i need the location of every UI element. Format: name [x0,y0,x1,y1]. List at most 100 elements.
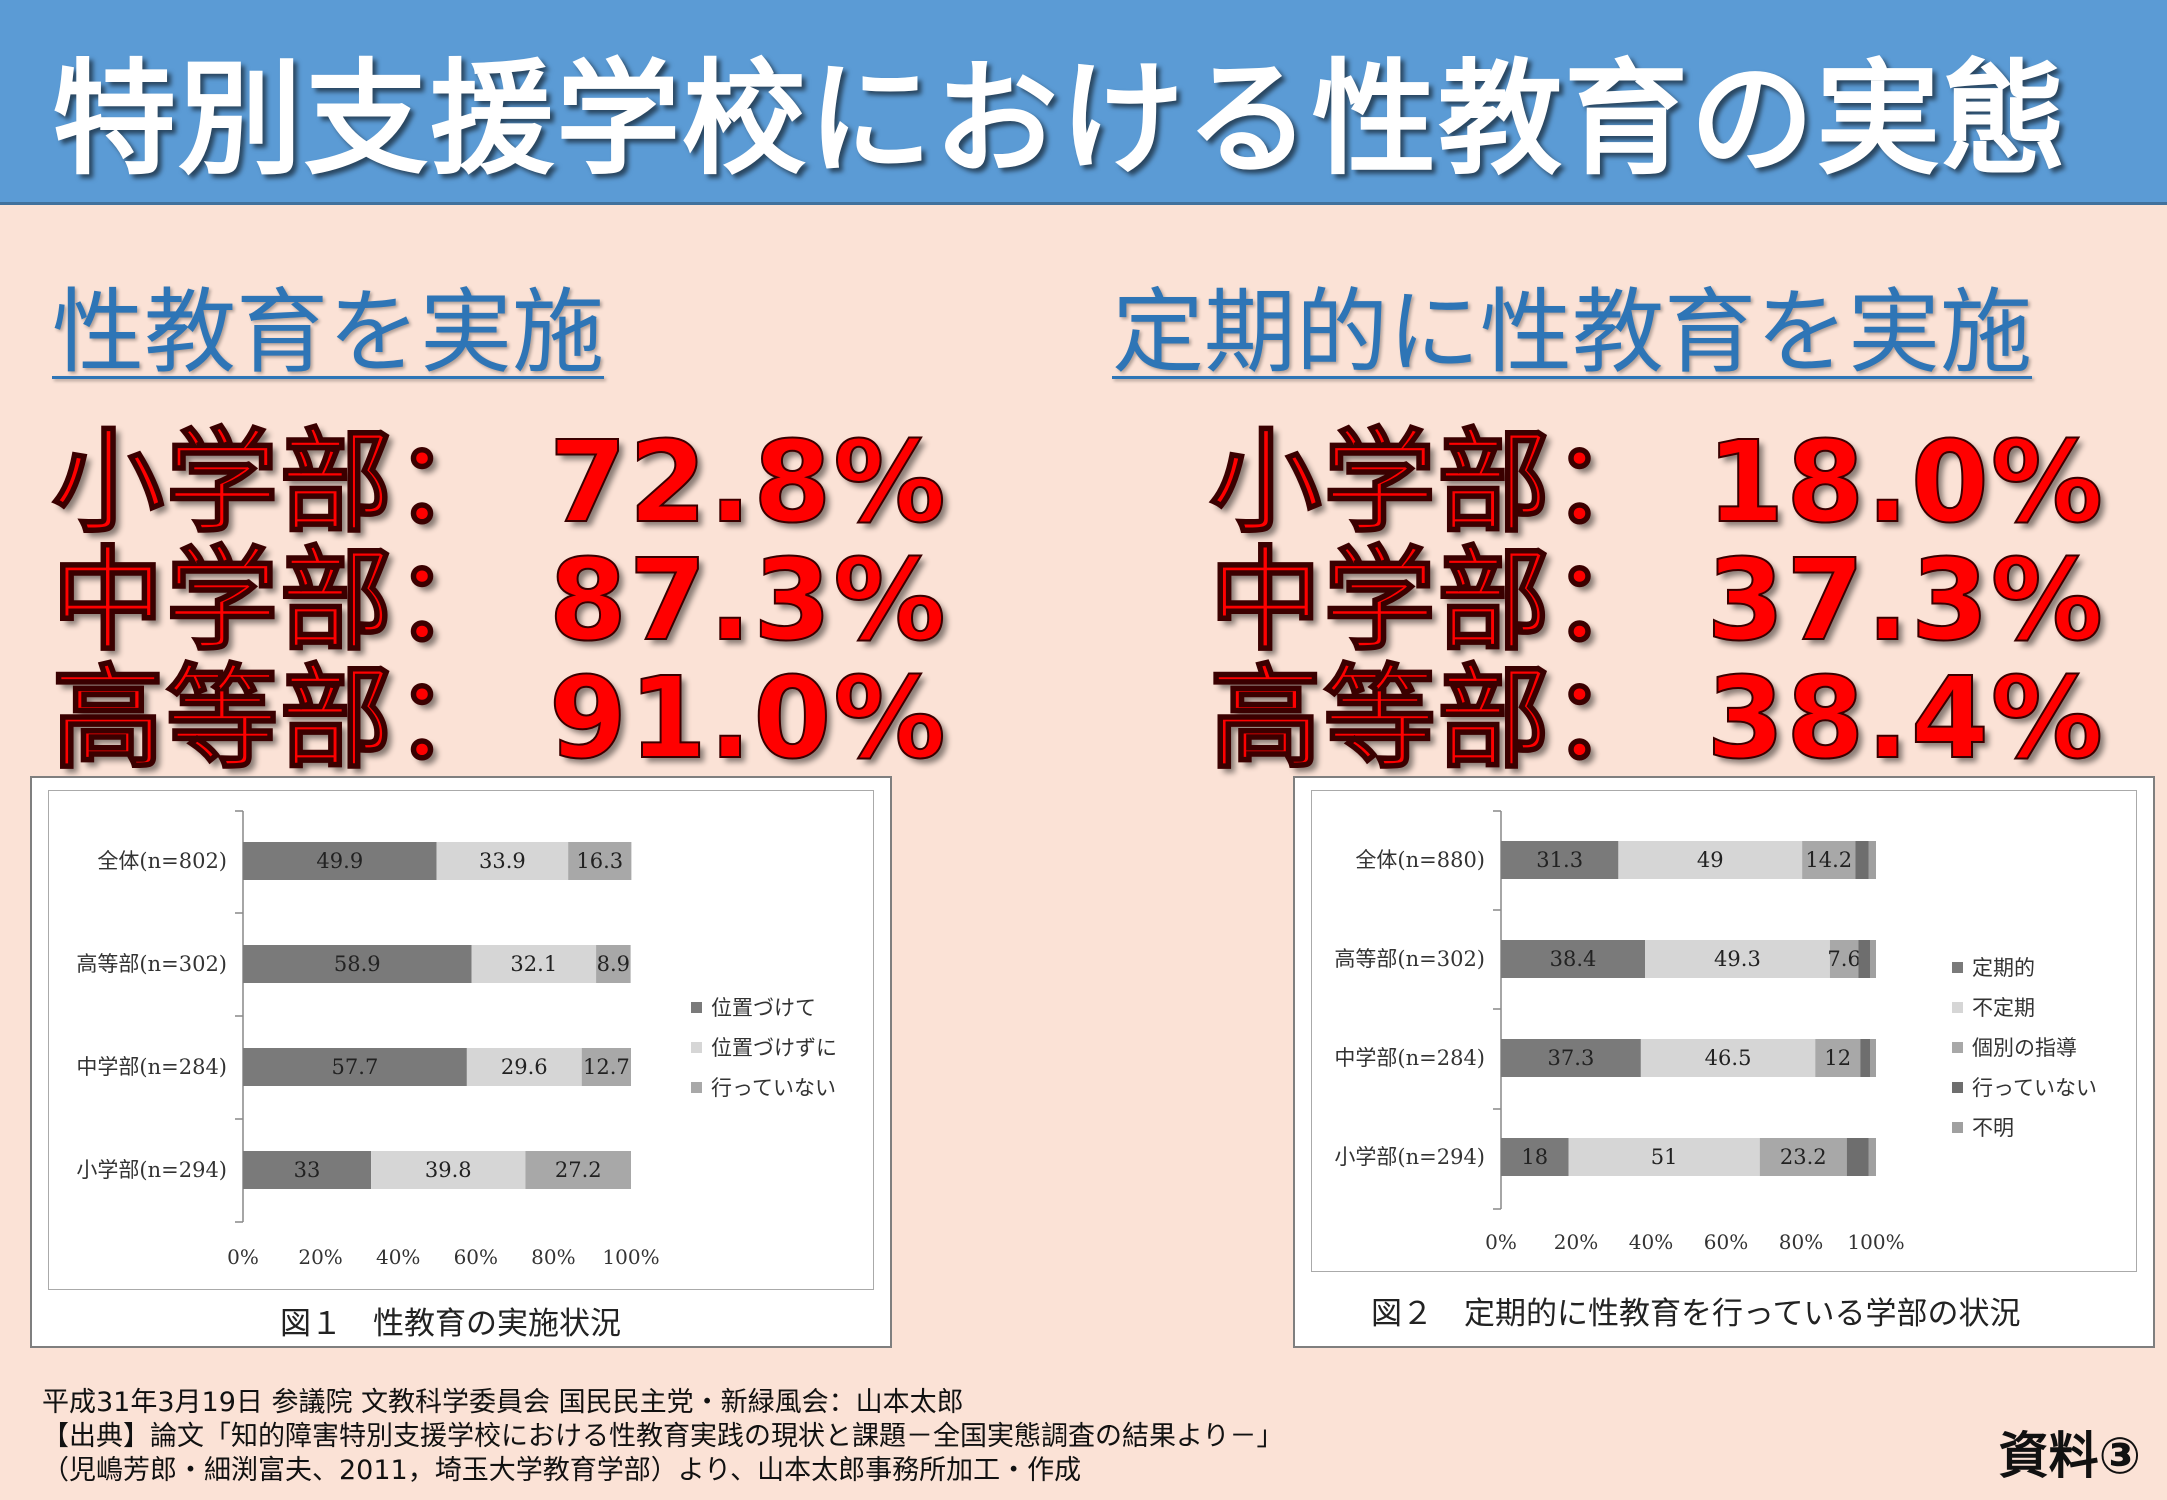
figure-1-caption: 図１ 性教育の実施状況 [280,1306,621,1342]
x-tick-label: 20% [1554,1230,1598,1254]
bar-segment [1802,841,1856,879]
x-tick-label: 80% [1779,1230,1823,1254]
right-stat-high: 高等部： 38.4% [1208,653,2105,785]
data-label: 29.6 [501,1055,548,1079]
bar-segment [1868,1138,1876,1176]
bar-segment [243,1151,372,1189]
x-tick-label: 60% [454,1245,498,1269]
bar-segment [1501,841,1619,879]
data-label: 7.6 [1827,947,1860,971]
bar-segment [243,842,437,880]
left-stat-high: 高等部： 91.0% [51,653,948,785]
bar-segment [1858,940,1870,978]
left-stat-middle: 中学部： 87.3% [51,535,948,667]
data-label: 33 [294,1158,321,1182]
data-label: 58.9 [334,952,381,976]
bar-segment [581,1048,631,1086]
bar-segment [568,842,632,880]
category-label: 中学部(n=284) [76,1055,227,1079]
left-heading: 性教育を実施 [52,279,605,386]
data-label: 49.3 [1714,947,1761,971]
data-label: 8.9 [597,952,630,976]
data-label: 31.3 [1536,848,1583,872]
figure-1-chart: 0% 20% 40% 60% 80% 100% 全体(n=802) 49.9 33.9 16.3 高… [76,810,837,1269]
x-tick-label: 40% [376,1245,420,1269]
right-heading: 定期的に性教育を実施 [1112,279,2033,386]
legend-label: 位置づけずに [711,1036,837,1060]
bar-segment [1870,940,1876,978]
left-stat-elementary: 小学部： 72.8% [51,417,948,549]
data-label: 33.9 [479,849,526,873]
right-stat-elementary: 小学部： 18.0% [1208,417,2105,549]
document-label: 資料③ [1998,1427,2141,1485]
x-tick-label: 100% [602,1245,659,1269]
bar-segment [525,1151,631,1189]
x-tick-label: 80% [531,1245,575,1269]
bar-segment [1568,1138,1760,1176]
x-tick-label: 60% [1704,1230,1748,1254]
data-label: 49.9 [316,849,363,873]
footer-line-1: 平成31年3月19日 参議院 文教科学委員会 国民民主党・新緑風会：山本太郎 [42,1387,964,1418]
category-label: 高等部(n=302) [1334,947,1485,971]
bar-segment [1501,940,1645,978]
figure-2-frame: 0% 20% 40% 60% 80% 100% 全体(n=880) 31.3 49 14.2 高等部… [1293,776,2155,1348]
figure-2-plot-box: 0% 20% 40% 60% 80% 100% 全体(n=880) 31.3 49 14.2 高等部… [1311,790,2137,1272]
data-label: 12 [1824,1046,1851,1070]
legend-label: 定期的 [1972,956,2035,980]
category-label: 中学部(n=284) [1334,1046,1485,1070]
category-label: 小学部(n=294) [76,1158,227,1182]
bar-segment [1501,1039,1641,1077]
legend-swatch [1952,1042,1963,1053]
bar-segment [1645,940,1830,978]
data-label: 39.8 [425,1158,472,1182]
data-label: 38.4 [1550,947,1597,971]
figure-1-plot-box: 0% 20% 40% 60% 80% 100% 全体(n=802) 49.9 33.9 16.3 高… [48,790,874,1290]
legend-label: 個別の指導 [1972,1036,2077,1060]
category-label: 高等部(n=302) [76,952,227,976]
legend-swatch [1952,1122,1963,1133]
legend-label: 位置づけて [711,996,816,1020]
data-label: 32.1 [510,952,557,976]
bar-segment [1870,1039,1876,1077]
bar-segment [1855,841,1869,879]
legend-label: 行っていない [711,1076,836,1100]
figure-2-chart: 0% 20% 40% 60% 80% 100% 全体(n=880) 31.3 49 14.2 高等部… [1334,810,2097,1254]
x-tick-label: 0% [1485,1230,1517,1254]
x-tick-label: 20% [298,1245,342,1269]
data-label: 12.7 [583,1055,630,1079]
category-label: 全体(n=880) [1355,848,1485,872]
data-label: 46.5 [1705,1046,1752,1070]
x-tick-label: 40% [1629,1230,1673,1254]
bar-segment [596,945,631,983]
bar-segment [1759,1138,1847,1176]
bar-segment [436,842,569,880]
data-label: 51 [1651,1145,1678,1169]
data-label: 14.2 [1805,848,1852,872]
legend-swatch [1952,1002,1963,1013]
data-label: 37.3 [1548,1046,1595,1070]
legend-swatch [1952,1082,1963,1093]
legend-label: 行っていない [1972,1076,2097,1100]
category-label: 全体(n=802) [97,849,227,873]
footer-line-3: （児嶋芳郎・細渕富夫、2011，埼玉大学教育学部）より、山本太郎事務所加工・作成 [42,1455,1082,1486]
legend-swatch [691,1082,702,1093]
right-stat-middle: 中学部： 37.3% [1208,535,2105,667]
bar-segment [243,945,472,983]
bar-segment [1846,1138,1869,1176]
bar-segment [1868,841,1876,879]
title-bar: 特別支援学校における性教育の実態 [0,0,2167,205]
data-label: 49 [1697,848,1724,872]
bar-segment [243,1048,467,1086]
legend-swatch [691,1042,702,1053]
bar-segment [1501,1138,1569,1176]
legend-swatch [691,1002,702,1013]
legend-swatch [1952,962,1963,973]
bar-segment [466,1048,582,1086]
legend-label: 不定期 [1972,996,2035,1020]
data-label: 27.2 [555,1158,602,1182]
bar-segment [1829,940,1859,978]
data-label: 16.3 [576,849,623,873]
bar-segment [1860,1039,1870,1077]
category-label: 小学部(n=294) [1334,1145,1485,1169]
data-label: 18 [1521,1145,1548,1169]
